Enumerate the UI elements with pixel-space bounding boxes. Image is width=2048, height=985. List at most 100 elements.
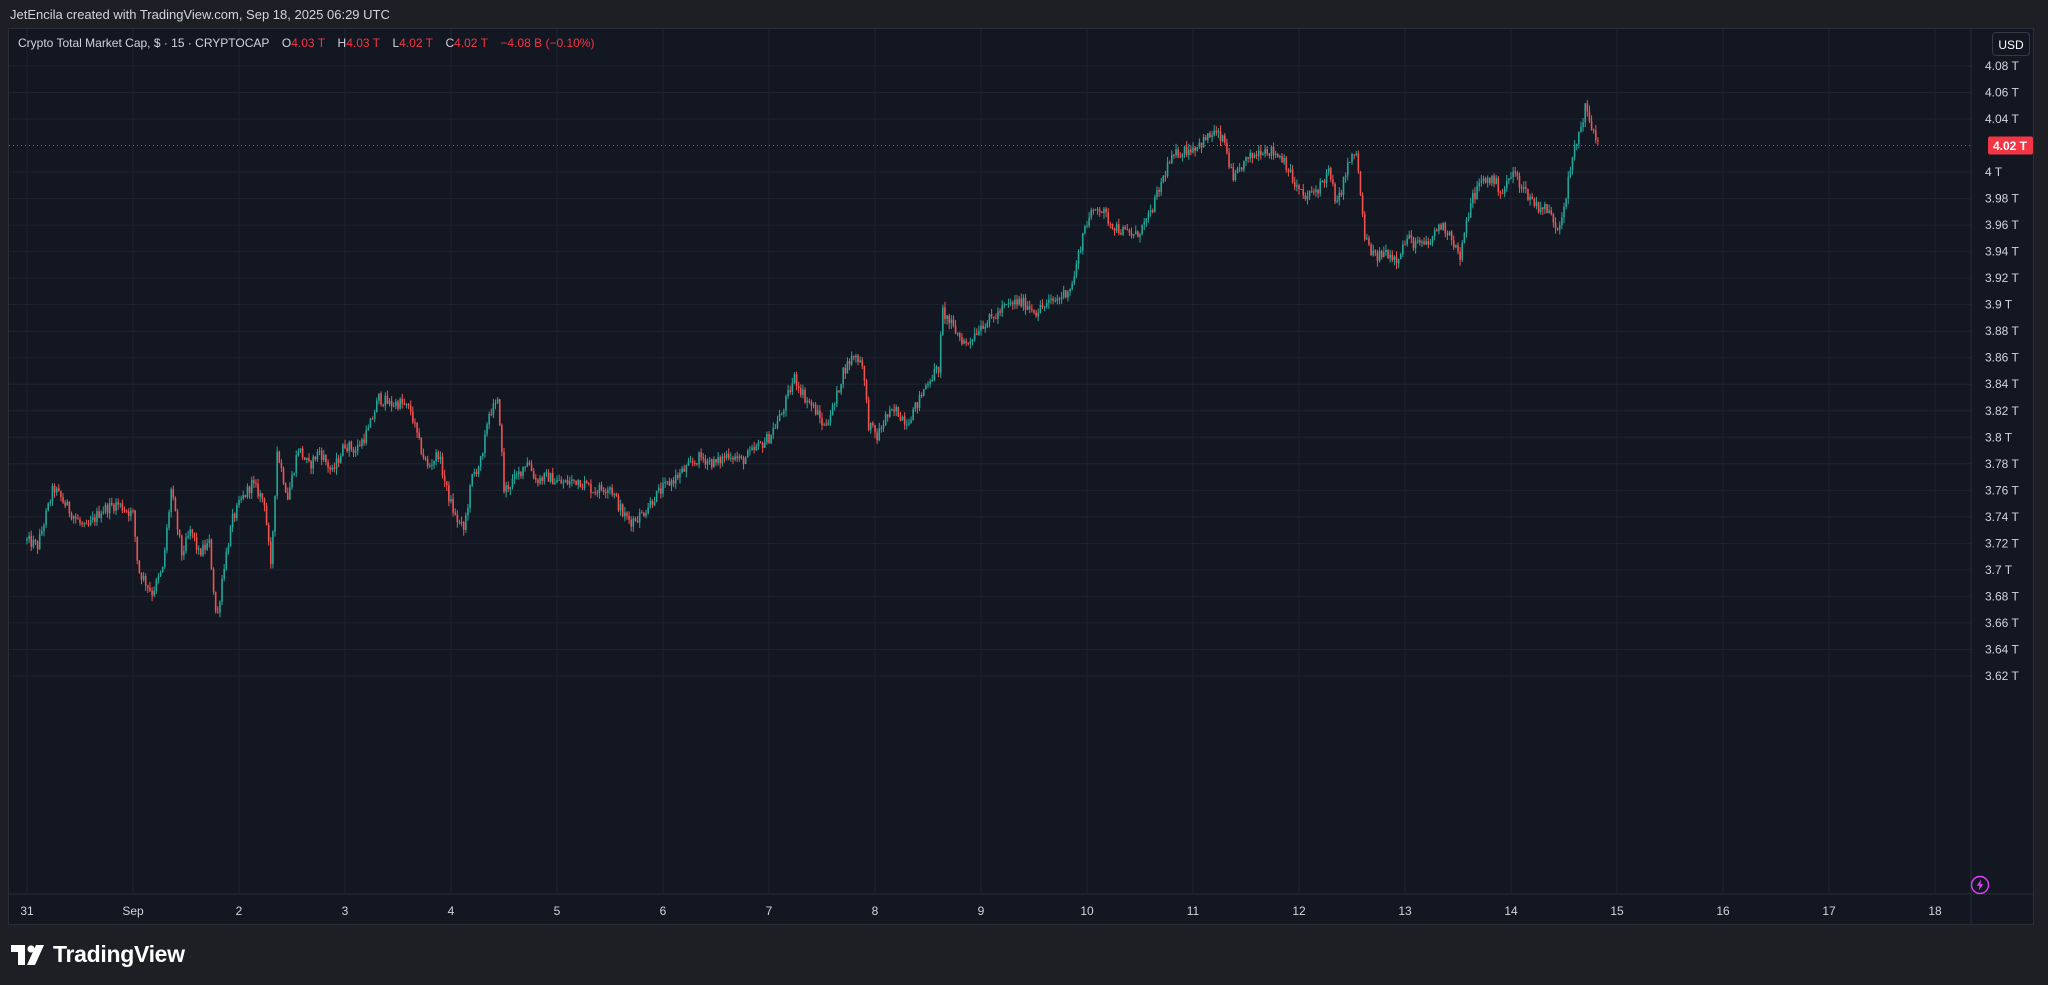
candle-body: [912, 409, 914, 421]
candle-body: [602, 489, 605, 493]
candle-body: [840, 384, 842, 393]
candle-body: [1268, 153, 1271, 156]
candle-body: [869, 422, 872, 430]
candle-body: [776, 420, 779, 428]
low-label: L: [392, 36, 400, 50]
candle-body: [1419, 240, 1421, 243]
time-tick-label: 14: [1504, 904, 1518, 918]
candle-body: [1361, 195, 1364, 215]
candle-body: [348, 441, 351, 452]
candle-body: [539, 477, 541, 484]
candle-body: [848, 360, 851, 365]
candle-body: [359, 444, 361, 447]
symbol-title[interactable]: Crypto Total Market Cap, $ · 15 · CRYPTO…: [18, 36, 270, 50]
candle-body: [1005, 304, 1008, 306]
candle-body: [1510, 177, 1512, 179]
candle-body: [1257, 150, 1260, 156]
current-price-badge: [1988, 136, 2033, 155]
candle-body: [1162, 175, 1165, 182]
candle-body: [677, 474, 679, 478]
candle-body: [1240, 167, 1243, 170]
candle-body: [615, 493, 618, 497]
candle-body: [293, 473, 295, 475]
candle-body: [81, 522, 83, 525]
candle-body: [850, 355, 853, 365]
candle-body: [630, 519, 632, 527]
candle-body: [670, 480, 673, 486]
candle-body: [1542, 207, 1544, 210]
candle-body: [418, 432, 420, 438]
candle-body: [715, 459, 717, 463]
candle-body: [1476, 186, 1478, 199]
candle-body: [1408, 235, 1411, 239]
candle-body: [1270, 146, 1273, 156]
chart-pane[interactable]: 4.02 T 4.08 T 4.06 T 4.04 T 4 T 3.98 T 3.96 T…: [8, 28, 2034, 925]
lightning-bolt-icon[interactable]: [1970, 875, 1990, 895]
candle-body: [323, 454, 325, 460]
candle-body: [1482, 178, 1485, 181]
candle-body: [795, 374, 798, 387]
candle-body: [1090, 209, 1093, 218]
time-axis[interactable]: 31 Sep 2 3 4 5 6 7 8 9 10 11 12 13 14 15 16 17 18: [9, 893, 2034, 918]
candle-body: [1054, 300, 1056, 302]
candle-body: [522, 466, 524, 476]
candle-body: [1022, 297, 1025, 307]
candle-body: [1397, 259, 1400, 264]
candle-body: [1554, 222, 1557, 229]
candle-body: [624, 512, 626, 517]
candle-body: [354, 450, 357, 453]
candle-body: [990, 314, 993, 317]
candle-body: [373, 412, 376, 419]
tradingview-logo[interactable]: TradingView: [11, 941, 185, 968]
candle-body: [155, 579, 158, 591]
candle-body: [77, 518, 79, 520]
candle-body: [1213, 130, 1215, 136]
candle-body: [723, 456, 726, 458]
candle-body: [1196, 147, 1199, 151]
candle-body: [26, 538, 28, 541]
candle-body: [651, 500, 654, 505]
candle-body: [1493, 175, 1495, 185]
candle-body: [1425, 241, 1427, 245]
symbol-legend[interactable]: Crypto Total Market Cap, $ · 15 · CRYPTO…: [18, 36, 594, 50]
candle-body: [1376, 252, 1379, 261]
candle-body: [1349, 161, 1351, 163]
candle-body: [306, 457, 308, 460]
candlestick-chart[interactable]: 4.02 T 4.08 T 4.06 T 4.04 T 4 T 3.98 T 3.96 T…: [9, 29, 2034, 925]
candle-body: [1558, 224, 1561, 230]
price-tick-label: 3.98 T: [1985, 192, 2019, 206]
candle-body: [255, 483, 257, 485]
candle-body: [342, 444, 344, 457]
candle-body: [812, 404, 815, 406]
candle-body: [429, 465, 431, 467]
candle-body: [1575, 144, 1578, 146]
candle-body: [1442, 222, 1444, 230]
candle-body: [889, 409, 891, 417]
candle-body: [749, 449, 751, 451]
open-label: O: [281, 36, 292, 50]
price-axis[interactable]: 4.08 T 4.06 T 4.04 T 4 T 3.98 T 3.96 T 3.94 T 3…: [1970, 29, 2019, 925]
candle-body: [1391, 254, 1394, 261]
candle-body: [560, 479, 563, 484]
candle-body: [1344, 175, 1347, 177]
candle-body: [833, 403, 836, 405]
candle-body: [142, 576, 145, 580]
candle-body: [236, 505, 238, 519]
candle-body: [1385, 250, 1387, 253]
candle-body: [1067, 291, 1069, 298]
candle-body: [1429, 242, 1432, 245]
candle-body: [117, 502, 119, 505]
candle-body: [185, 537, 187, 552]
candle-body: [1052, 298, 1054, 301]
candle-body: [751, 447, 753, 450]
candle-body: [643, 512, 645, 516]
candle-body: [407, 403, 410, 406]
candle-body: [867, 399, 870, 430]
currency-button[interactable]: USD: [1992, 32, 2030, 56]
candle-body: [183, 551, 185, 556]
candle-body: [1582, 122, 1584, 127]
candle-body: [1202, 137, 1205, 148]
candle-body: [814, 404, 817, 415]
candle-body: [401, 398, 404, 404]
candle-body: [513, 474, 516, 479]
